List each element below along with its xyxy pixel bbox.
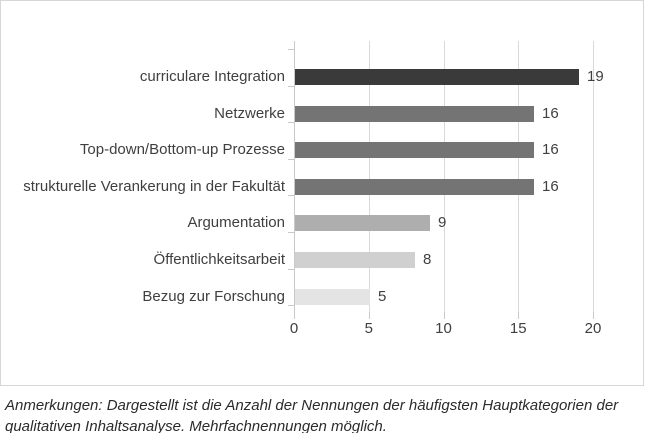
category-label: Argumentation: [187, 214, 285, 231]
bar: [295, 106, 534, 122]
y-axis-tick: [288, 122, 294, 123]
y-axis-tick: [288, 159, 294, 160]
x-tick-label: 20: [584, 320, 602, 337]
value-label: 16: [542, 141, 559, 158]
category-label: curriculare Integration: [139, 68, 285, 85]
caption-line-2: qualitativen Inhaltsanalyse. Mehrfachnen…: [5, 418, 387, 433]
x-axis-tick: [294, 312, 295, 319]
bar: [295, 179, 534, 195]
gridline-x-10: [443, 41, 445, 312]
bar: [295, 215, 430, 231]
category-label: Bezug zur Forschung: [142, 288, 285, 305]
bar: [295, 69, 579, 85]
chart-panel: 0 5 10 15 20 curriculare Integration 19 Netzwer…: [0, 0, 644, 386]
caption-line-1: Anmerkungen: Dargestellt ist die Anzahl …: [5, 397, 619, 414]
value-label: 16: [542, 178, 559, 195]
x-tick-label: 5: [364, 320, 373, 337]
x-axis-tick: [518, 312, 520, 319]
bar: [295, 142, 534, 158]
y-axis-tick: [288, 232, 294, 233]
bar: [295, 252, 415, 268]
x-axis-tick: [368, 312, 370, 319]
x-axis-tick: [443, 312, 445, 319]
gridline-x-15: [518, 41, 520, 312]
value-label: 5: [378, 288, 387, 305]
x-tick-label: 0: [289, 320, 299, 337]
gridline-x-5: [368, 41, 370, 312]
value-label: 19: [587, 68, 604, 85]
y-axis-tick: [288, 195, 294, 196]
y-axis-tick: [288, 269, 294, 270]
x-tick-label: 10: [435, 320, 452, 337]
category-label: strukturelle Verankerung in der Fakultät: [23, 178, 285, 195]
y-axis-line: [294, 41, 295, 312]
value-label: 9: [438, 214, 447, 231]
category-label: Netzwerke: [214, 105, 285, 122]
figure-caption: Anmerkungen: Dargestellt ist die Anzahl …: [5, 395, 640, 433]
value-label: 8: [423, 251, 432, 268]
value-label: 16: [542, 105, 559, 122]
gridline-x-20: [593, 41, 594, 312]
bar: [295, 289, 370, 305]
y-axis-tick: [288, 49, 294, 50]
x-axis-tick: [593, 312, 594, 319]
category-label: Top-down/Bottom-up Prozesse: [79, 141, 285, 158]
y-axis-tick: [288, 305, 294, 306]
x-tick-label: 15: [509, 320, 527, 337]
y-axis-tick: [288, 86, 294, 87]
category-label: Öffentlichkeitsarbeit: [153, 251, 285, 268]
